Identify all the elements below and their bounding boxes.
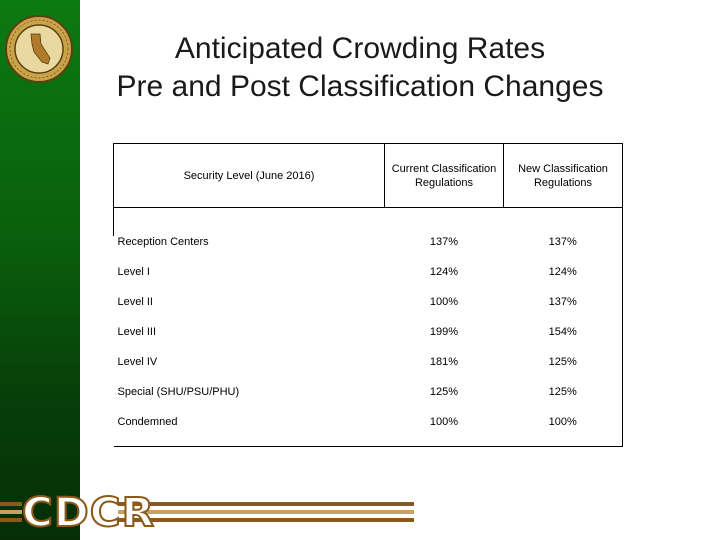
security-level-cell: Reception Centers xyxy=(117,236,209,248)
green-sidebar xyxy=(0,0,80,540)
state-seal-icon xyxy=(5,15,73,83)
new-rate-cell: 137% xyxy=(503,296,623,326)
security-level-cell: Level II xyxy=(117,296,153,308)
new-rate-cell: 125% xyxy=(503,356,623,386)
table-row: Level III 199% 154% xyxy=(114,326,623,356)
cdcr-logo: CDCR xyxy=(21,489,156,537)
current-rate-cell: 100% xyxy=(384,416,504,447)
current-rate-cell: 124% xyxy=(429,266,459,278)
slide-title: Anticipated Crowding Rates Pre and Post … xyxy=(95,30,625,106)
security-level-cell: Condemned xyxy=(113,416,385,447)
current-rate-cell: 137% xyxy=(429,236,459,248)
security-level-cell: Level IV xyxy=(117,356,158,368)
crowding-table: Security Level (June 2016) Current Class… xyxy=(113,143,623,447)
new-rate-cell: 124% xyxy=(503,266,623,296)
title-line-2: Pre and Post Classification Changes xyxy=(116,70,604,103)
header-current-regulations: Current Classification Regulations xyxy=(384,143,504,208)
current-rate-cell: 100% xyxy=(429,296,459,308)
cdcr-logo-stripes xyxy=(0,502,414,522)
security-level-cell: Special (SHU/PSU/PHU) xyxy=(117,386,240,398)
table-header-row: Security Level (June 2016) Current Class… xyxy=(113,143,623,208)
current-rate-cell: 125% xyxy=(429,386,459,398)
table-row: Condemned 100% 100% xyxy=(113,416,623,447)
current-rate-cell: 181% xyxy=(429,356,459,368)
current-rate-cell: 199% xyxy=(429,326,459,338)
new-rate-cell: 125% xyxy=(503,386,623,416)
title-line-1: Anticipated Crowding Rates xyxy=(174,32,546,65)
table-row: Level IV 181% 125% xyxy=(114,356,623,386)
new-rate-cell: 137% xyxy=(503,236,623,266)
header-security-level: Security Level (June 2016) xyxy=(113,143,385,208)
table-row: Level II 100% 137% xyxy=(114,296,623,326)
security-level-cell: Level I xyxy=(117,266,150,278)
header-new-regulations: New Classification Regulations xyxy=(503,143,623,208)
table-row: Reception Centers 137% 137% xyxy=(114,236,623,266)
new-rate-cell: 154% xyxy=(503,326,623,356)
table-spacer-row xyxy=(113,207,623,236)
table-row: Level I 124% 124% xyxy=(114,266,623,296)
table-row: Special (SHU/PSU/PHU) 125% 125% xyxy=(114,386,623,416)
new-rate-cell: 100% xyxy=(503,416,623,447)
security-level-cell: Level III xyxy=(117,326,157,338)
